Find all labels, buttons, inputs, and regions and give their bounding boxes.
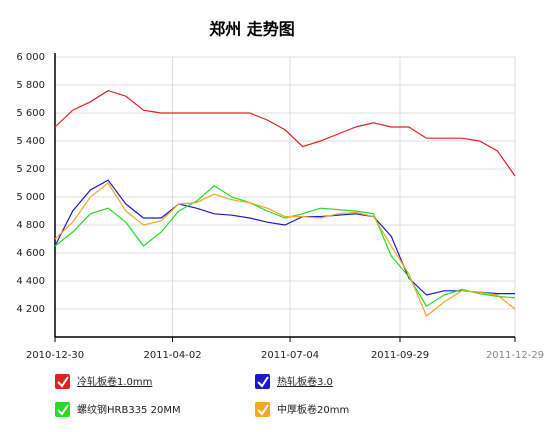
chart-title: 郑州 走势图: [209, 20, 295, 39]
x-tick-label: 2011-04-02: [143, 350, 201, 361]
y-tick-label: 5 400: [16, 136, 45, 147]
y-tick-label: 5 200: [16, 164, 45, 175]
y-tick-label: 5 600: [16, 108, 45, 119]
series-line: [54, 182, 516, 317]
series-line: [54, 179, 515, 296]
series-line: [54, 89, 516, 177]
legend-check: [57, 404, 69, 416]
y-tick-label: 4 800: [16, 220, 45, 231]
legend-label[interactable]: 中厚板卷20mm: [277, 403, 349, 416]
legend-label[interactable]: 冷轧板卷1.0mm: [77, 375, 152, 388]
x-tick-label: 2010-12-30: [26, 350, 84, 361]
legend-check: [257, 404, 269, 416]
y-tick-label: 5 800: [16, 80, 45, 91]
legend-label[interactable]: 螺纹钢HRB335 20MM: [77, 403, 181, 416]
y-tick-label: 4 600: [16, 248, 45, 259]
legend-check: [257, 376, 269, 388]
x-tick-label: 2011-09-29: [371, 350, 429, 361]
legend-checkbox[interactable]: [255, 402, 270, 417]
legend-checkbox[interactable]: [55, 374, 70, 389]
y-tick-label: 4 400: [16, 276, 45, 287]
y-tick-label: 4 200: [16, 304, 45, 315]
series-line: [54, 185, 516, 308]
legend-check: [57, 376, 69, 388]
legend-checkbox[interactable]: [55, 402, 70, 417]
legend-checkbox[interactable]: [255, 374, 270, 389]
x-tick-label: 2011-12-29: [486, 350, 544, 361]
x-tick-label: 2011-07-04: [261, 350, 319, 361]
y-tick-label: 5 000: [16, 192, 45, 203]
legend-label[interactable]: 热轧板卷3.0: [277, 375, 333, 388]
y-tick-label: 6 000: [16, 52, 45, 63]
